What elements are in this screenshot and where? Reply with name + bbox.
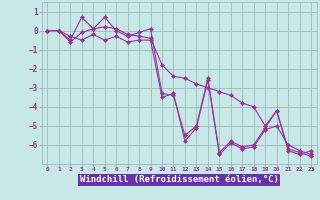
X-axis label: Windchill (Refroidissement éolien,°C): Windchill (Refroidissement éolien,°C) xyxy=(80,175,279,184)
